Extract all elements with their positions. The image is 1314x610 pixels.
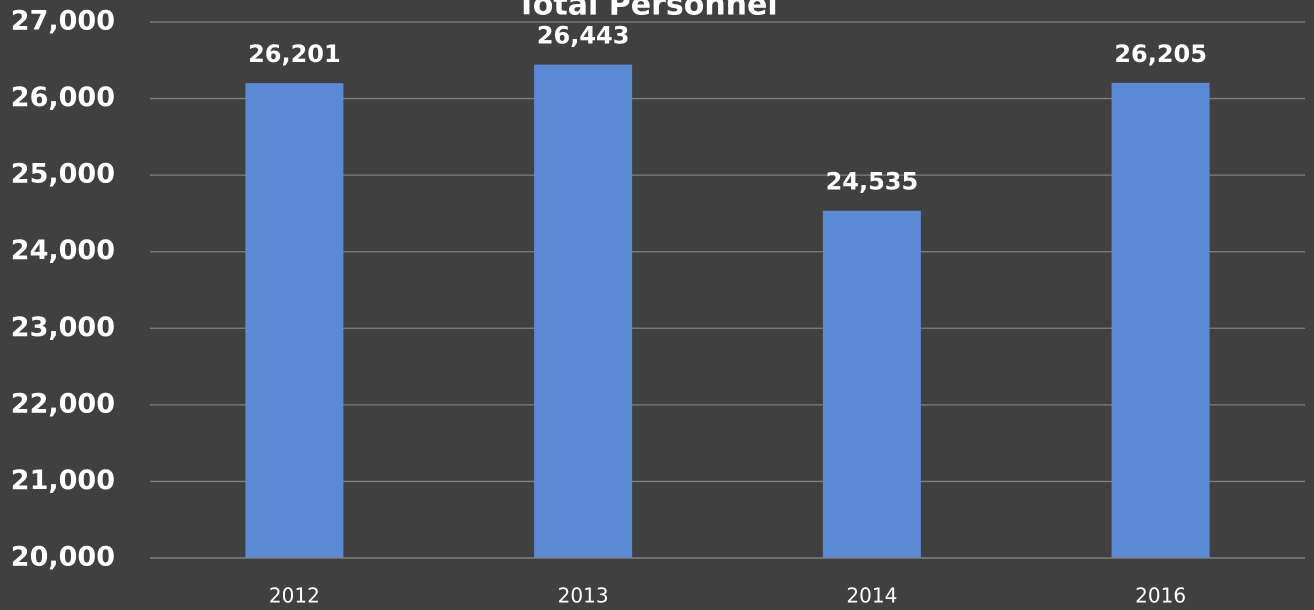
y-tick-label: 22,000 bbox=[11, 388, 115, 419]
bar bbox=[245, 83, 344, 558]
y-tick-label: 26,000 bbox=[11, 82, 115, 113]
x-tick-label: 2013 bbox=[558, 584, 609, 608]
y-tick-label: 20,000 bbox=[11, 542, 115, 573]
data-label: 26,205 bbox=[1114, 40, 1207, 68]
x-tick-label: 2014 bbox=[846, 584, 897, 608]
bar bbox=[1111, 82, 1210, 559]
chart-title: Total Personnel bbox=[516, 0, 777, 23]
y-tick-label: 25,000 bbox=[11, 159, 115, 190]
y-tick-label: 27,000 bbox=[11, 6, 115, 37]
x-tick-label: 2016 bbox=[1135, 584, 1186, 608]
data-label: 24,535 bbox=[826, 168, 919, 196]
y-tick-label: 21,000 bbox=[11, 465, 115, 496]
data-label: 26,443 bbox=[537, 22, 630, 50]
y-tick-label: 23,000 bbox=[11, 312, 115, 343]
y-tick-label: 24,000 bbox=[11, 235, 115, 266]
bar bbox=[822, 210, 921, 558]
data-label: 26,201 bbox=[248, 40, 341, 68]
bar bbox=[534, 64, 633, 559]
x-tick-label: 2012 bbox=[269, 584, 320, 608]
